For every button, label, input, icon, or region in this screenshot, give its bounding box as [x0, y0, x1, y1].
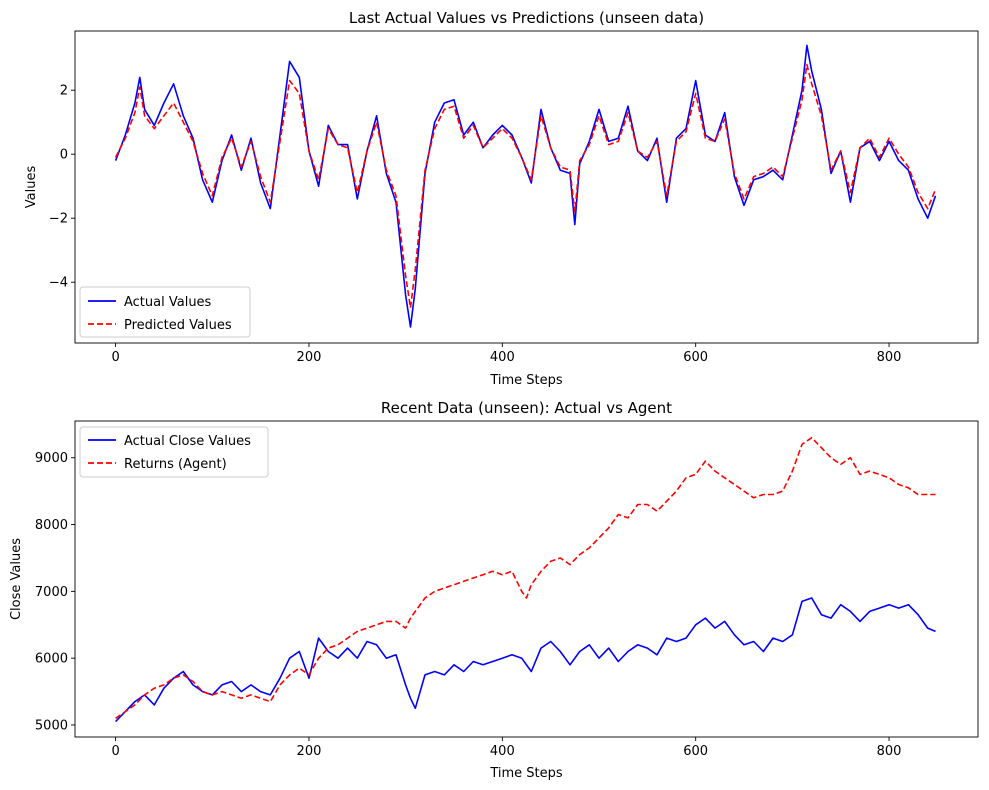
x-tick-label: 600 [683, 744, 708, 759]
chart-bottom-title: Recent Data (unseen): Actual vs Agent [381, 399, 672, 417]
chart-top-x-ticks: 0 200 400 600 800 [111, 343, 901, 365]
x-tick-label: 200 [297, 744, 322, 759]
y-tick-label: 7000 [35, 585, 68, 600]
chart-bottom-y-axis-label: Close Values [9, 538, 24, 620]
y-tick-label: 2 [60, 84, 68, 99]
chart-top-y-axis-label: Values [24, 166, 39, 209]
x-tick-label: 400 [490, 350, 515, 365]
series-line-actual-close-values [115, 597, 936, 723]
x-tick-label: 800 [877, 350, 902, 365]
x-tick-label: 600 [683, 350, 708, 365]
series-line-returns-agent [115, 436, 936, 719]
chart-bottom-plot-lines [115, 436, 936, 723]
y-tick-label: 6000 [35, 652, 68, 667]
chart-bottom: Recent Data (unseen): Actual vs Agent 0 2… [9, 399, 979, 781]
y-tick-label: 9000 [35, 451, 68, 466]
chart-top-legend-box [79, 286, 251, 338]
chart-bottom-x-ticks: 0 200 400 600 800 [111, 737, 901, 759]
chart-top: Last Actual Values vs Predictions (unsee… [24, 9, 979, 388]
chart-bottom-y-ticks: 5000 6000 7000 8000 9000 [35, 451, 75, 733]
chart-top-x-axis-label: Time Steps [489, 373, 563, 388]
chart-top-legend: Actual Values Predicted Values [79, 286, 251, 338]
chart-top-axes-frame [74, 30, 979, 344]
chart-top-title: Last Actual Values vs Predictions (unsee… [349, 9, 704, 27]
legend-label-actual-values: Actual Values [124, 295, 212, 310]
y-tick-label: 8000 [35, 518, 68, 533]
chart-top-plot-lines [114, 44, 937, 328]
chart-bottom-legend: Actual Close Values Returns (Agent) [79, 426, 269, 478]
x-tick-label: 800 [877, 744, 902, 759]
legend-label-returns-agent: Returns (Agent) [124, 457, 227, 472]
legend-label-actual-close-values: Actual Close Values [124, 434, 251, 449]
x-tick-label: 200 [297, 350, 322, 365]
y-tick-label: −2 [49, 212, 68, 227]
x-tick-label: 400 [490, 744, 515, 759]
y-tick-label: −4 [49, 276, 68, 291]
chart-bottom-legend-box [79, 426, 269, 478]
chart-top-y-ticks: −4 −2 0 2 [49, 84, 75, 291]
chart-bottom-x-axis-label: Time Steps [489, 766, 563, 781]
legend-label-predicted-values: Predicted Values [124, 318, 232, 333]
y-tick-label: 0 [60, 148, 68, 163]
series-line-predicted-values [114, 63, 937, 309]
x-tick-label: 0 [111, 350, 119, 365]
y-tick-label: 5000 [35, 718, 68, 733]
x-tick-label: 0 [111, 744, 119, 759]
chart-bottom-axes-frame [74, 420, 979, 738]
